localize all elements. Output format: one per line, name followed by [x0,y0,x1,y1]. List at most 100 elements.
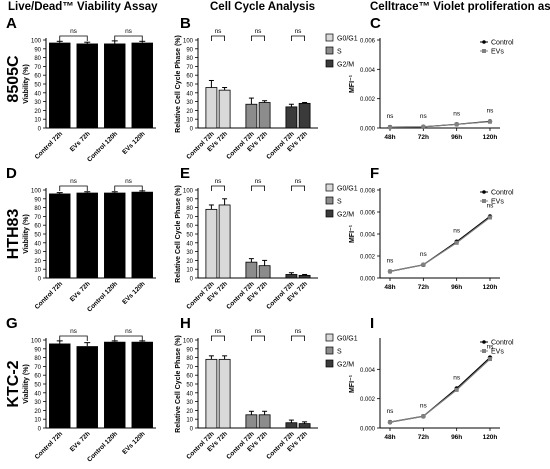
bar [76,43,98,128]
significance-label: ns [295,28,303,35]
y-tick-label: 80 [186,206,193,212]
legend-label: EVs [491,349,504,356]
y-tick-label: 20 [34,109,41,115]
y-tick-label: 100 [31,189,42,195]
significance-label: ns [215,328,223,335]
legend-marker [482,199,486,203]
y-tick-label: 50 [186,233,193,239]
y-axis-label: Relative Cell Cycle Phase (%) [175,185,182,283]
y-tick-label: 90 [34,47,41,53]
y-tick-label: 30 [186,100,193,106]
legend-marker [482,40,486,44]
x-tick-label: 120h [483,284,498,291]
bar [104,192,126,278]
bar [205,87,218,129]
y-tick-label: 0.004 [360,233,376,239]
y-tick-label: 20 [186,409,193,415]
y-tick-label: 30 [34,400,41,406]
data-point [421,414,426,419]
significance-label: ns [70,178,78,185]
data-point [488,119,492,124]
x-tick-label: EVs 72h [69,130,92,153]
significance-label: ns [215,28,223,35]
significance-bracket [59,335,88,341]
x-tick-label: 48h [384,434,395,441]
bar [285,422,298,429]
y-tick-label: 30 [34,100,41,106]
significance-label: ns [125,328,133,335]
significance-label: ns [125,178,133,185]
y-tick-label: 50 [186,383,193,389]
significance-label: ns [125,28,133,35]
bar [76,192,98,278]
y-tick-label: 0.002 [360,397,376,403]
data-point [388,420,392,425]
significance-label: ns [453,374,461,381]
y-tick-label: 40 [186,391,193,397]
y-tick-label: 0.006 [360,211,376,217]
significance-bracket [251,335,265,341]
significance-label: ns [70,28,78,35]
significance-bracket [251,185,265,191]
bar [104,341,126,428]
y-axis-label: Viability (%) [23,214,30,254]
y-tick-label: 70 [186,215,193,221]
y-tick-label: 50 [34,83,41,89]
significance-label: ns [420,113,428,120]
panel-letter: H [180,315,191,332]
y-axis-label: MFI⁻¹ [349,224,356,243]
significance-bracket [291,185,305,191]
y-tick-label: 20 [186,259,193,265]
significance-label: ns [387,408,395,415]
legend-label: Control [491,190,514,197]
x-tick-label: 96h [451,134,462,141]
significance-bracket [211,185,225,191]
y-tick-label: 70 [34,215,41,221]
x-tick-label: 120h [483,434,498,441]
bar [298,274,311,279]
legend-label: S [337,49,342,56]
bar [131,341,153,428]
legend-label: S [337,199,342,206]
y-tick-label: 10 [34,418,41,424]
y-tick-label: 0 [190,277,194,283]
x-tick-label: 96h [451,284,462,291]
data-point [388,125,392,130]
data-point [454,240,459,245]
bar [285,106,298,129]
significance-label: ns [487,202,495,209]
panel-letter: B [180,15,191,32]
significance-bracket [114,185,143,191]
y-tick-label: 100 [183,189,194,195]
y-tick-label: 90 [186,197,193,203]
legend-label: EVs [491,199,504,206]
significance-label: ns [387,257,395,264]
column-title-proliferation: Celltrace™ Violet proliferation assay [370,1,550,13]
bar [298,102,311,129]
bar [131,42,153,128]
bar [218,89,231,129]
significance-label: ns [420,251,428,258]
y-tick-label: 60 [34,74,41,80]
y-tick-label: 40 [34,91,41,97]
y-tick-label: 20 [34,409,41,415]
y-tick-label: 0 [38,427,42,433]
y-tick-label: 80 [186,56,193,62]
y-axis-label: MFI⁻¹ [349,74,356,93]
y-tick-label: 80 [34,56,41,62]
y-tick-label: 90 [34,347,41,353]
legend-marker [482,190,486,194]
y-tick-label: 10 [186,118,193,124]
y-tick-label: 0.006 [360,39,376,45]
y-tick-label: 80 [186,356,193,362]
y-tick-label: 10 [186,418,193,424]
panel-letter: D [6,165,17,182]
y-tick-label: 60 [186,74,193,80]
significance-bracket [291,35,305,41]
legend-marker [482,49,486,53]
y-tick-label: 0.000 [360,277,376,283]
legend-label: S [337,349,342,356]
legend-label: EVs [491,49,504,56]
bar [258,414,271,429]
